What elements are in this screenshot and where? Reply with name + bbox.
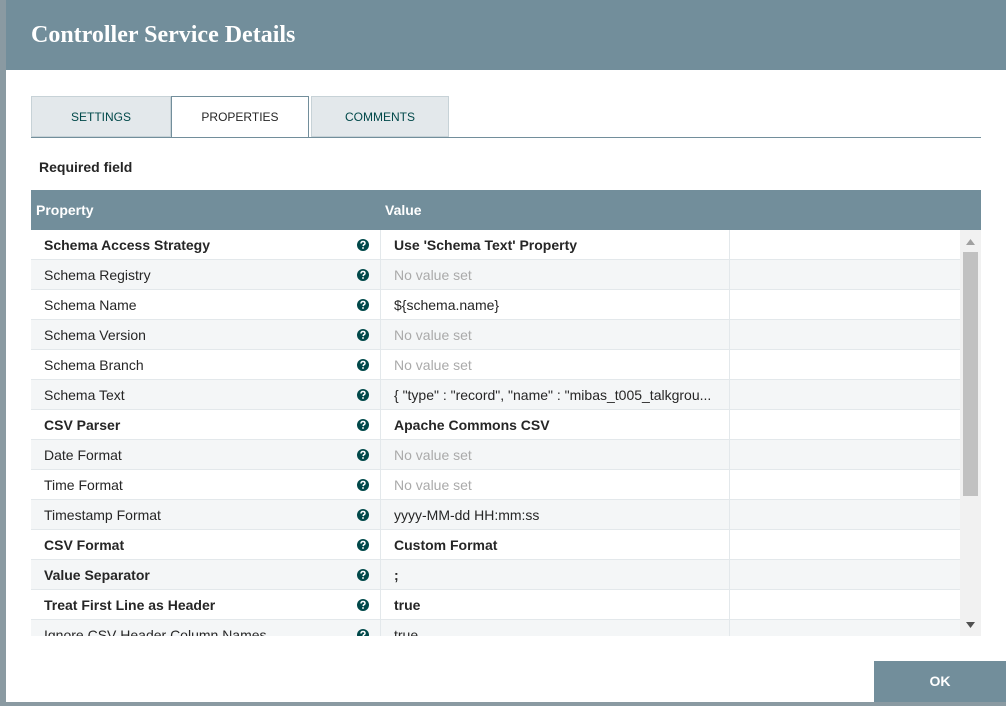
table-row: Schema Text { "type" : "record", "name" :… (31, 380, 960, 410)
property-value[interactable]: No value set (394, 477, 472, 493)
table-row: Ignore CSV Header Column Names true (31, 620, 960, 636)
help-icon[interactable] (357, 269, 369, 281)
property-name: Time Format (44, 477, 123, 493)
property-value[interactable]: No value set (394, 327, 472, 343)
column-divider (729, 290, 730, 320)
table-row: Schema Name ${schema.name} (31, 290, 960, 320)
table-row: Timestamp Format yyyy-MM-dd HH:mm:ss (31, 500, 960, 530)
scrollbar[interactable] (960, 230, 981, 636)
column-divider (380, 230, 381, 260)
column-divider (380, 470, 381, 500)
table-body: Schema Access Strategy Use 'Schema Text' … (31, 230, 960, 636)
column-divider (729, 560, 730, 590)
required-note: Required field (39, 159, 132, 175)
column-divider (380, 620, 381, 636)
property-name: Timestamp Format (44, 507, 161, 523)
tab[interactable]: COMMENTS (311, 96, 449, 137)
help-icon[interactable] (357, 329, 369, 341)
column-divider (380, 590, 381, 620)
column-divider (380, 290, 381, 320)
column-divider (380, 530, 381, 560)
column-divider (380, 500, 381, 530)
column-divider (729, 500, 730, 530)
column-divider (380, 410, 381, 440)
column-divider (729, 440, 730, 470)
property-value[interactable]: Use 'Schema Text' Property (394, 237, 577, 253)
column-divider (729, 410, 730, 440)
property-name: Schema Registry (44, 267, 151, 283)
table-row: Date Format No value set (31, 440, 960, 470)
property-value[interactable]: { "type" : "record", "name" : "mibas_t00… (394, 387, 711, 403)
property-name: Schema Branch (44, 357, 144, 373)
column-divider (729, 530, 730, 560)
property-value[interactable]: No value set (394, 357, 472, 373)
property-value[interactable]: Apache Commons CSV (394, 417, 550, 433)
dialog-title: Controller Service Details (31, 22, 295, 49)
property-value[interactable]: Custom Format (394, 537, 497, 553)
help-icon[interactable] (357, 389, 369, 401)
column-divider (380, 350, 381, 380)
table-row: Schema Registry No value set (31, 260, 960, 290)
tab-underline (31, 137, 981, 138)
help-icon[interactable] (357, 599, 369, 611)
dialog-header: Controller Service Details (6, 0, 1006, 70)
table-row: Value Separator; (31, 560, 960, 590)
column-divider (729, 590, 730, 620)
property-name: Value Separator (44, 567, 150, 583)
help-icon[interactable] (357, 479, 369, 491)
property-name: Date Format (44, 447, 122, 463)
column-divider (729, 620, 730, 636)
property-value[interactable]: yyyy-MM-dd HH:mm:ss (394, 507, 539, 523)
column-header: Value (385, 202, 422, 218)
help-icon[interactable] (357, 539, 369, 551)
property-name: Schema Access Strategy (44, 237, 210, 253)
column-divider (729, 350, 730, 380)
table-row: Time Format No value set (31, 470, 960, 500)
tab[interactable]: PROPERTIES (171, 96, 309, 138)
column-divider (729, 320, 730, 350)
property-name: CSV Parser (44, 417, 120, 433)
ok-button[interactable]: OK (874, 661, 1006, 702)
help-icon[interactable] (357, 509, 369, 521)
column-divider (729, 380, 730, 410)
column-divider (380, 560, 381, 590)
help-icon[interactable] (357, 449, 369, 461)
property-value[interactable]: ; (394, 567, 399, 583)
column-divider (729, 470, 730, 500)
property-name: CSV Format (44, 537, 124, 553)
column-header: Property (36, 202, 94, 218)
property-name: Schema Text (44, 387, 125, 403)
help-icon[interactable] (357, 569, 369, 581)
table-row: Schema Version No value set (31, 320, 960, 350)
help-icon[interactable] (357, 299, 369, 311)
help-icon[interactable] (357, 239, 369, 251)
property-name: Treat First Line as Header (44, 597, 215, 613)
table-header: Property Value (31, 190, 981, 230)
table-row: Schema Branch No value set (31, 350, 960, 380)
help-icon[interactable] (357, 629, 369, 636)
property-value[interactable]: No value set (394, 447, 472, 463)
column-divider (729, 230, 730, 260)
column-divider (380, 380, 381, 410)
column-divider (380, 440, 381, 470)
column-divider (380, 260, 381, 290)
property-value[interactable]: true (394, 597, 420, 613)
table-row: Schema Access Strategy Use 'Schema Text' … (31, 230, 960, 260)
dialog: Controller Service Details SETTINGS PROP… (6, 0, 1006, 702)
property-name: Ignore CSV Header Column Names (44, 627, 267, 636)
help-icon[interactable] (357, 359, 369, 371)
tab[interactable]: SETTINGS (31, 96, 171, 137)
table-row: CSV Parser Apache Commons CSV (31, 410, 960, 440)
property-value[interactable]: true (394, 627, 418, 636)
table-row: CSV Format Custom Format (31, 530, 960, 560)
help-icon[interactable] (357, 419, 369, 431)
property-name: Schema Name (44, 297, 137, 313)
property-name: Schema Version (44, 327, 146, 343)
table-row: Treat First Line as Header true (31, 590, 960, 620)
column-divider (380, 320, 381, 350)
property-value[interactable]: No value set (394, 267, 472, 283)
column-divider (729, 260, 730, 290)
property-value[interactable]: ${schema.name} (394, 297, 499, 313)
